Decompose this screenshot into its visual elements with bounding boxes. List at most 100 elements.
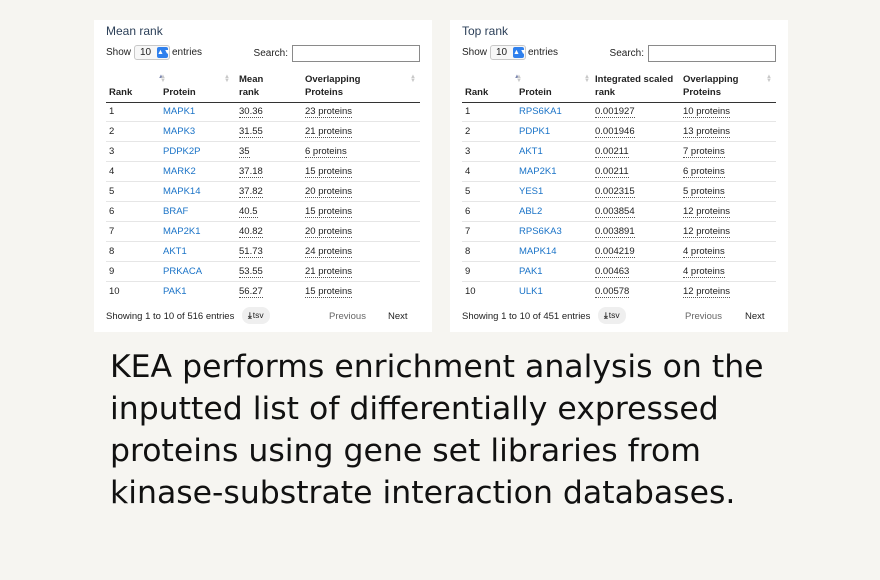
cell-value: 10 proteins xyxy=(683,106,731,119)
cell-protein[interactable]: PDPK1 xyxy=(516,121,592,142)
cell-protein[interactable]: PAK1 xyxy=(516,260,592,282)
caption-text: KEA performs enrichment analysis on the … xyxy=(110,349,764,511)
cell-overlap: 12 proteins xyxy=(680,220,776,242)
cell-protein[interactable]: MAP2K1 xyxy=(160,220,236,242)
cell-protein[interactable]: MAPK3 xyxy=(160,121,236,142)
protein-link[interactable]: ULK1 xyxy=(519,285,543,297)
table-row: 6 BRAF 40.5 15 proteins xyxy=(106,200,420,222)
cell-score: 0.003891 xyxy=(592,220,680,242)
protein-link[interactable]: PDPK1 xyxy=(519,126,551,138)
page-length-select[interactable]: 10 ▲▼ xyxy=(490,45,527,60)
search-input[interactable] xyxy=(292,45,420,62)
previous-page-button[interactable]: Previous xyxy=(685,311,722,322)
cell-overlap: 21 proteins xyxy=(302,260,420,282)
col-header-protein[interactable]: Protein ▲ ▼ xyxy=(160,68,236,103)
cell-overlap: 15 proteins xyxy=(302,161,420,182)
cell-protein[interactable]: MAPK14 xyxy=(160,181,236,202)
cell-protein[interactable]: YES1 xyxy=(516,181,592,202)
protein-link[interactable]: AKT1 xyxy=(519,146,543,158)
protein-link[interactable]: MAPK3 xyxy=(163,126,196,138)
cell-text: 1 xyxy=(109,106,115,118)
protein-link[interactable]: MAPK1 xyxy=(163,106,196,118)
previous-page-button[interactable]: Previous xyxy=(329,311,366,322)
protein-link[interactable]: PDPK2P xyxy=(163,146,201,158)
table-row: 1 MAPK1 30.36 23 proteins xyxy=(106,102,420,122)
cell-protein[interactable]: MAP2K1 xyxy=(516,161,592,182)
cell-text: 7 xyxy=(109,225,115,237)
page-length-select[interactable]: 10 ▲▼ xyxy=(134,45,171,60)
col-header-label: Mean rank xyxy=(239,73,264,98)
cell-rank: 1 xyxy=(462,102,516,122)
protein-link[interactable]: ABL2 xyxy=(519,205,543,217)
protein-link[interactable]: MAPK14 xyxy=(519,245,557,257)
cell-protein[interactable]: AKT1 xyxy=(516,141,592,162)
table-info: Showing 1 to 10 of 516 entries xyxy=(106,311,235,322)
next-page-button[interactable]: Next xyxy=(745,311,765,322)
tsv-label: tsv xyxy=(608,310,620,320)
cell-overlap: 12 proteins xyxy=(680,200,776,222)
download-tsv-button[interactable]: ⤓tsv xyxy=(598,307,626,324)
col-header-overlap[interactable]: Overlapping Proteins ▲ ▼ xyxy=(302,68,420,103)
download-tsv-button[interactable]: ⤓tsv xyxy=(242,307,270,324)
cell-value: 0.00211 xyxy=(595,166,629,179)
cell-score: 0.00578 xyxy=(592,280,680,301)
cell-protein[interactable]: ULK1 xyxy=(516,280,592,301)
cell-rank: 7 xyxy=(106,220,160,242)
cell-protein[interactable]: BRAF xyxy=(160,200,236,222)
cell-text: 8 xyxy=(465,245,471,257)
entries-label: entries xyxy=(528,47,559,58)
col-header-label: Protein xyxy=(163,86,196,98)
cell-protein[interactable]: RPS6KA1 xyxy=(516,102,592,122)
sort-icon: ▲ ▼ xyxy=(160,74,166,84)
protein-link[interactable]: BRAF xyxy=(163,205,189,217)
cell-protein[interactable]: MAPK14 xyxy=(516,240,592,262)
col-header-rank[interactable]: Rank ▲ xyxy=(106,68,164,103)
cell-value: 23 proteins xyxy=(305,106,353,119)
cell-protein[interactable]: RPS6KA3 xyxy=(516,220,592,242)
protein-link[interactable]: MAP2K1 xyxy=(519,166,557,178)
protein-link[interactable]: MAP2K1 xyxy=(163,225,201,237)
cell-value: 40.5 xyxy=(239,205,258,218)
cell-protein[interactable]: MAPK1 xyxy=(160,102,236,122)
cell-rank: 5 xyxy=(106,181,160,202)
cell-value: 15 proteins xyxy=(305,285,353,298)
col-header-score[interactable]: Mean rank ▲ ▼ xyxy=(224,68,302,103)
table-header-row: Rank ▲ Protein ▲ ▼ Mean rank ▲ ▼ Overlapping Pr… xyxy=(106,68,420,103)
search-input[interactable] xyxy=(648,45,776,62)
cell-score: 56.27 xyxy=(236,280,302,301)
cell-protein[interactable]: PDPK2P xyxy=(160,141,236,162)
panel-title: Mean rank xyxy=(106,24,163,38)
cell-score: 53.55 xyxy=(236,260,302,282)
col-header-overlap[interactable]: Overlapping Proteins ▲ ▼ xyxy=(680,68,776,103)
protein-link[interactable]: PRKACA xyxy=(163,265,203,277)
cell-score: 31.55 xyxy=(236,121,302,142)
protein-link[interactable]: RPS6KA3 xyxy=(519,225,562,237)
protein-link[interactable]: PAK1 xyxy=(519,265,543,277)
protein-link[interactable]: MARK2 xyxy=(163,166,196,178)
panel-title: Top rank xyxy=(462,24,509,38)
protein-link[interactable]: YES1 xyxy=(519,186,544,197)
col-header-protein[interactable]: Protein ▲ ▼ xyxy=(516,68,592,103)
col-header-score[interactable]: Integrated scaled rank ▲ ▼ xyxy=(584,68,680,103)
cell-value: 4 proteins xyxy=(683,265,725,278)
cell-protein[interactable]: MARK2 xyxy=(160,161,236,182)
cell-score: 0.001946 xyxy=(592,121,680,142)
next-page-button[interactable]: Next xyxy=(388,311,408,322)
cell-value: 15 proteins xyxy=(305,205,353,218)
cell-protein[interactable]: PRKACA xyxy=(160,260,236,282)
cell-protein[interactable]: AKT1 xyxy=(160,240,236,262)
cell-rank: 2 xyxy=(106,121,160,142)
cell-protein[interactable]: PAK1 xyxy=(160,280,236,301)
col-header-label: Overlapping Proteins xyxy=(683,73,739,98)
cell-score: 51.73 xyxy=(236,240,302,262)
cell-value: 0.00211 xyxy=(595,146,629,159)
protein-link[interactable]: MAPK14 xyxy=(163,186,201,197)
cell-protein[interactable]: ABL2 xyxy=(516,200,592,222)
col-header-rank[interactable]: Rank ▲ xyxy=(462,68,520,103)
protein-link[interactable]: RPS6KA1 xyxy=(519,106,562,118)
cell-overlap: 23 proteins xyxy=(302,102,420,122)
page-length-value: 10 xyxy=(496,47,508,58)
protein-link[interactable]: PAK1 xyxy=(163,285,187,297)
protein-link[interactable]: AKT1 xyxy=(163,245,187,257)
cell-score: 37.18 xyxy=(236,161,302,182)
